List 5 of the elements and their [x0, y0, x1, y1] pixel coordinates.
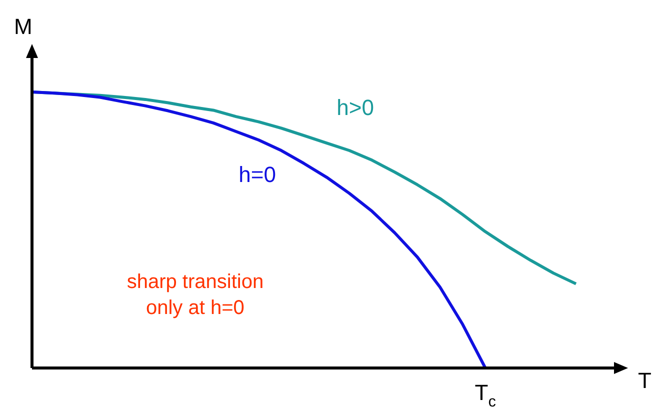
series-label: h=0: [238, 162, 276, 188]
series-label: h>0: [336, 95, 374, 120]
x-axis-title: T: [638, 368, 652, 393]
y-axis-title: M: [14, 14, 32, 39]
annotation: sharp transition only at h=0: [126, 271, 264, 319]
